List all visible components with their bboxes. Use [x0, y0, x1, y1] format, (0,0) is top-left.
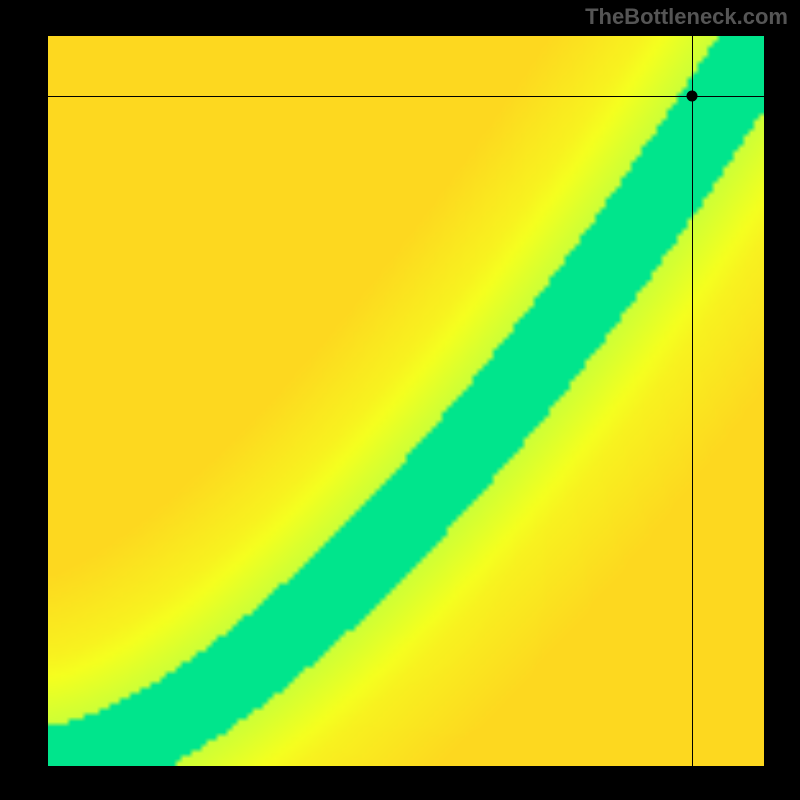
plot-frame	[42, 30, 770, 772]
heatmap-canvas	[48, 36, 764, 766]
watermark-text: TheBottleneck.com	[585, 4, 788, 30]
heatmap-canvas-wrap	[48, 36, 764, 766]
